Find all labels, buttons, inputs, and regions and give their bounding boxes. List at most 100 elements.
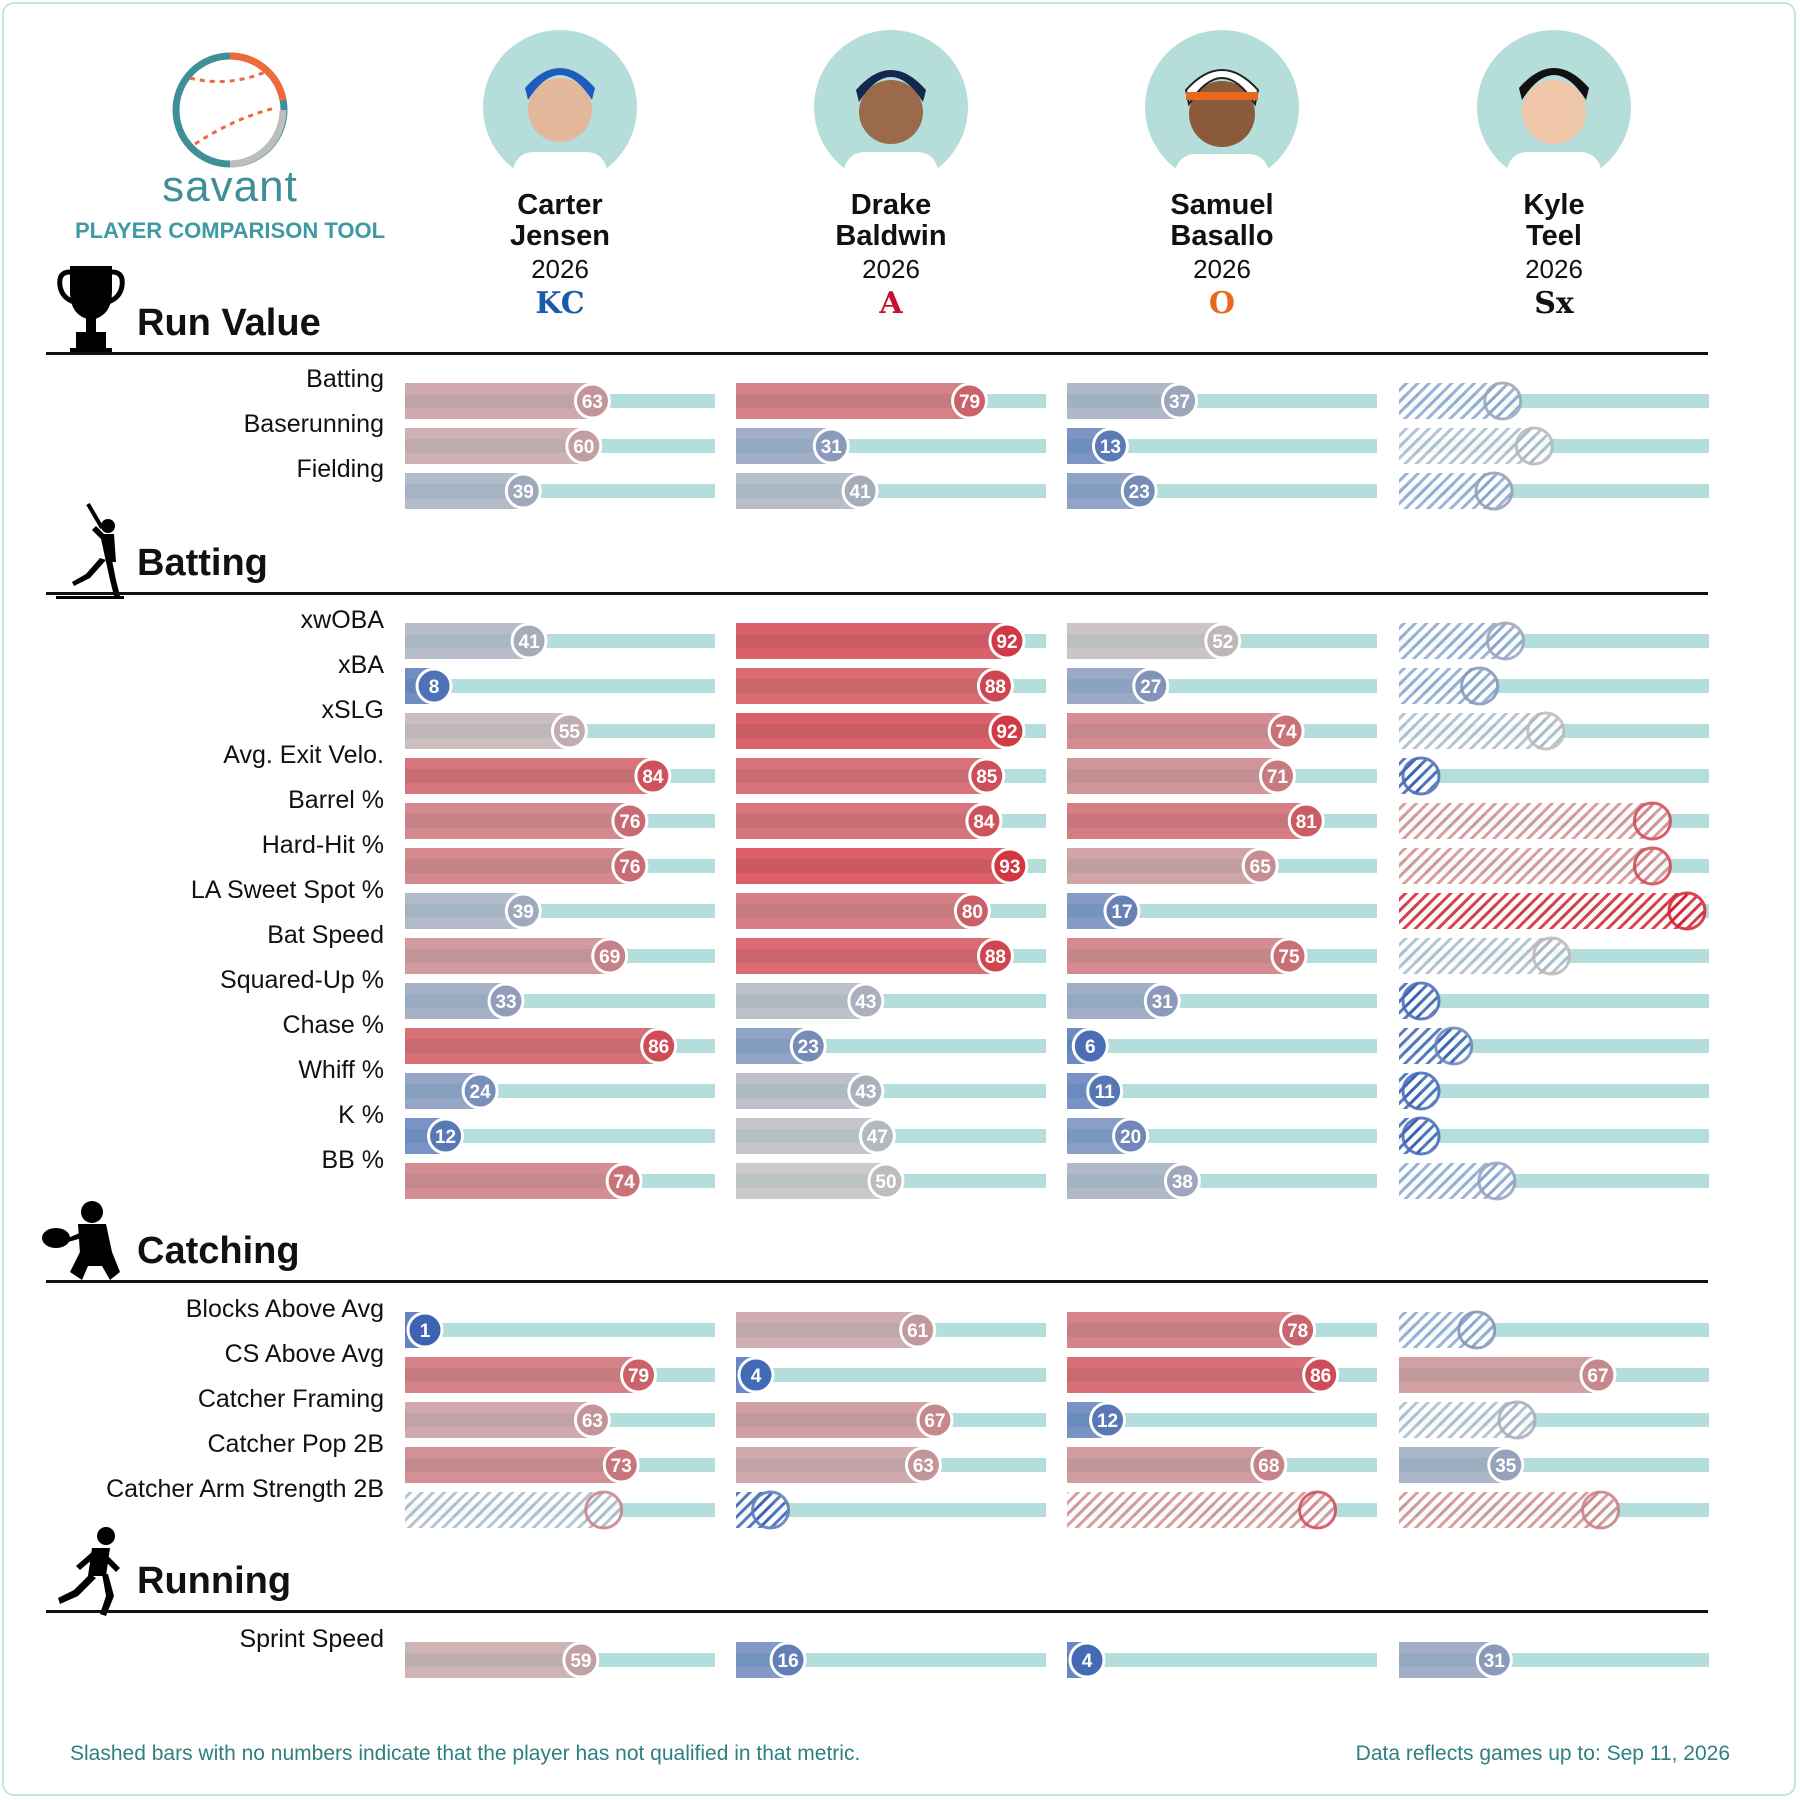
player-first-name: Kyle — [1523, 189, 1585, 221]
player-photo — [1477, 30, 1631, 184]
percentile-bar — [405, 893, 524, 929]
bar-track — [1399, 769, 1709, 783]
metric-label-la-sweet-spot: LA Sweet Spot % — [190, 876, 384, 904]
section-divider — [46, 1610, 1708, 1613]
percentile-bar — [1067, 623, 1223, 659]
percentile-bar — [736, 1118, 878, 1154]
data-date: Data reflects games up to: Sep 11, 2026 — [1355, 1742, 1730, 1765]
player-column-header-4: Kyle Teel 2026 Sx — [1399, 30, 1709, 322]
unqualified-marker — [1632, 801, 1672, 841]
metric-label-xslg: xSLG — [321, 696, 384, 724]
percentile-value: 67 — [1587, 1366, 1608, 1387]
percentile-circle — [1112, 1117, 1150, 1155]
percentile-circle — [789, 1027, 827, 1065]
percentile-circle — [1267, 712, 1305, 750]
percentile-value: 35 — [1495, 1456, 1517, 1477]
bar-track — [1067, 1413, 1377, 1427]
percentile-value: 43 — [855, 992, 876, 1013]
unqualified-marker — [1532, 936, 1572, 976]
percentile-value: 73 — [611, 1456, 632, 1477]
percentile-circle — [858, 1117, 896, 1155]
percentile-circle — [550, 712, 588, 750]
metric-label-cs: CS Above Avg — [224, 1340, 384, 1368]
savant-logo: savant PLAYER COMPARISON TOOL — [70, 40, 390, 250]
unqualified-bar — [1399, 428, 1535, 464]
percentile-bar — [405, 758, 653, 794]
percentile-circle — [611, 802, 649, 840]
percentile-circle — [951, 382, 989, 420]
percentile-bar — [736, 803, 984, 839]
percentile-circle — [611, 847, 649, 885]
metric-label-avg-exit-velo: Avg. Exit Velo. — [223, 741, 384, 769]
percentile-value: 12 — [435, 1127, 456, 1148]
percentile-circle — [976, 667, 1014, 705]
percentile-bar — [736, 1447, 924, 1483]
percentile-circle — [461, 1072, 499, 1110]
percentile-value: 37 — [1169, 392, 1190, 413]
unqualified-marker — [1434, 1026, 1474, 1066]
percentile-value: 93 — [999, 857, 1020, 878]
percentile-value: 59 — [570, 1651, 591, 1672]
unqualified-bar — [1399, 938, 1552, 974]
percentile-value: 78 — [1287, 1321, 1308, 1342]
bar-track — [1067, 1039, 1377, 1053]
percentile-value: 88 — [985, 947, 1006, 968]
metric-label-baserunning: Baserunning — [243, 410, 384, 438]
percentile-value: 88 — [985, 677, 1006, 698]
bar-track — [405, 1129, 715, 1143]
percentile-value: 11 — [1095, 1082, 1116, 1103]
percentile-circle — [620, 1356, 658, 1394]
percentile-value: 61 — [907, 1321, 929, 1342]
percentile-value: 92 — [996, 722, 1017, 743]
percentile-value: 24 — [470, 1082, 492, 1103]
percentile-bar — [405, 1642, 581, 1678]
percentile-bar — [1067, 803, 1307, 839]
percentile-value: 71 — [1267, 767, 1289, 788]
percentile-bar — [736, 383, 970, 419]
percentile-value: 63 — [582, 1411, 603, 1432]
bar-track — [736, 1653, 1046, 1667]
percentile-circle — [415, 667, 453, 705]
section-divider — [46, 1280, 1708, 1283]
percentile-circle — [634, 757, 672, 795]
percentile-value: 13 — [1100, 437, 1121, 458]
bar-track — [405, 1323, 715, 1337]
unqualified-marker — [751, 1490, 791, 1530]
trophy-icon — [57, 266, 125, 354]
percentile-value: 1 — [420, 1321, 431, 1342]
percentile-value: 33 — [495, 992, 516, 1013]
percentile-value: 81 — [1296, 812, 1318, 833]
unqualified-marker — [1483, 381, 1523, 421]
percentile-value: 12 — [1097, 1411, 1118, 1432]
percentile-circle — [573, 1401, 611, 1439]
percentile-circle — [916, 1401, 954, 1439]
bar-track — [405, 679, 715, 693]
percentile-value: 4 — [751, 1366, 762, 1387]
percentile-value: 86 — [648, 1037, 669, 1058]
percentile-value: 23 — [798, 1037, 819, 1058]
unqualified-marker — [1581, 1490, 1621, 1530]
percentile-circle — [1120, 472, 1158, 510]
percentile-bar — [736, 623, 1007, 659]
percentile-value: 41 — [519, 632, 541, 653]
percentile-bar — [736, 758, 987, 794]
percentile-circle — [591, 937, 629, 975]
percentile-value: 41 — [850, 482, 872, 503]
percentile-value: 79 — [628, 1366, 649, 1387]
percentile-value: 23 — [1129, 482, 1150, 503]
percentile-bar — [1067, 383, 1180, 419]
unqualified-bar — [1399, 713, 1546, 749]
percentile-value: 68 — [1258, 1456, 1279, 1477]
percentile-value: 4 — [1082, 1651, 1093, 1672]
unqualified-bar — [1067, 1492, 1318, 1528]
percentile-bar — [1399, 1357, 1598, 1393]
player-year: 2026 — [1193, 254, 1251, 284]
bar-track — [1067, 1653, 1377, 1667]
player-column-header-1: Carter Jensen 2026 KC — [405, 30, 715, 322]
percentile-bar — [736, 893, 973, 929]
unqualified-marker — [1474, 471, 1514, 511]
bar-track — [1399, 1039, 1709, 1053]
section-divider — [46, 592, 1708, 595]
percentile-value: 63 — [913, 1456, 934, 1477]
percentile-value: 43 — [855, 1082, 876, 1103]
